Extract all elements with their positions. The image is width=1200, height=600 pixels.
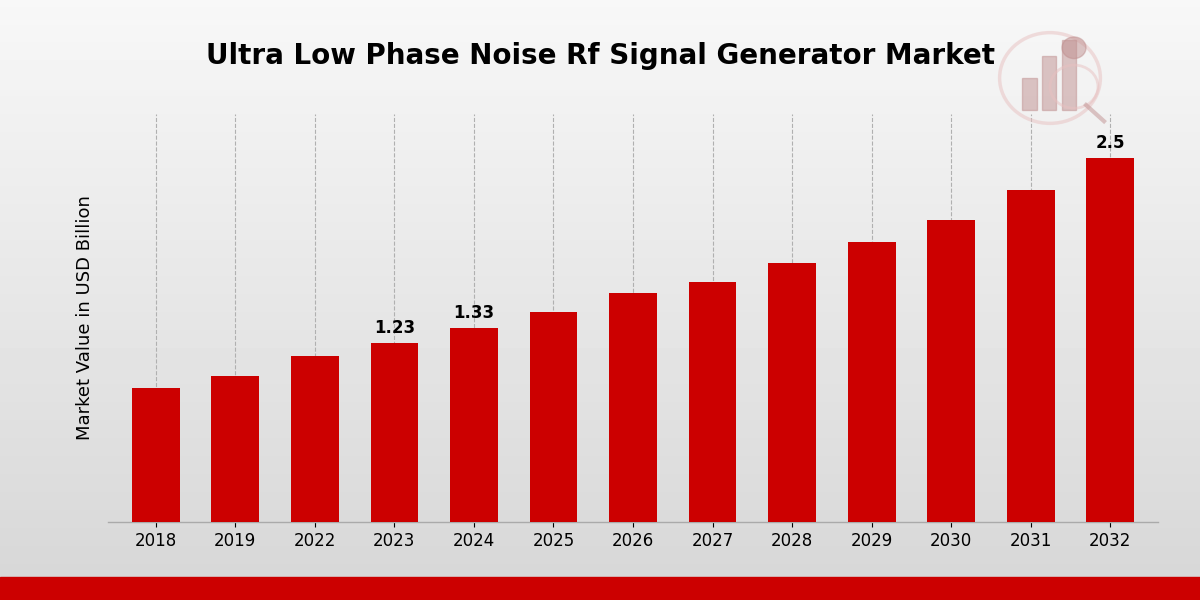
Bar <box>290 356 338 522</box>
Bar <box>689 281 737 522</box>
Bar <box>371 343 419 522</box>
Bar <box>1022 78 1037 110</box>
Bar <box>610 293 656 522</box>
Bar <box>1086 158 1134 522</box>
Bar <box>1042 56 1056 110</box>
Bar <box>768 263 816 522</box>
Bar <box>132 388 180 522</box>
Bar <box>529 312 577 522</box>
Text: 2.5: 2.5 <box>1096 134 1126 152</box>
Text: Ultra Low Phase Noise Rf Signal Generator Market: Ultra Low Phase Noise Rf Signal Generato… <box>205 42 995 70</box>
Bar <box>1007 190 1055 522</box>
Bar <box>211 376 259 522</box>
Bar <box>1062 40 1076 110</box>
Y-axis label: Market Value in USD Billion: Market Value in USD Billion <box>76 196 94 440</box>
Bar <box>928 220 976 522</box>
Text: 1.23: 1.23 <box>374 319 415 337</box>
Text: 1.33: 1.33 <box>454 304 494 322</box>
Circle shape <box>1062 37 1086 59</box>
Bar <box>847 242 895 522</box>
Bar <box>450 328 498 522</box>
